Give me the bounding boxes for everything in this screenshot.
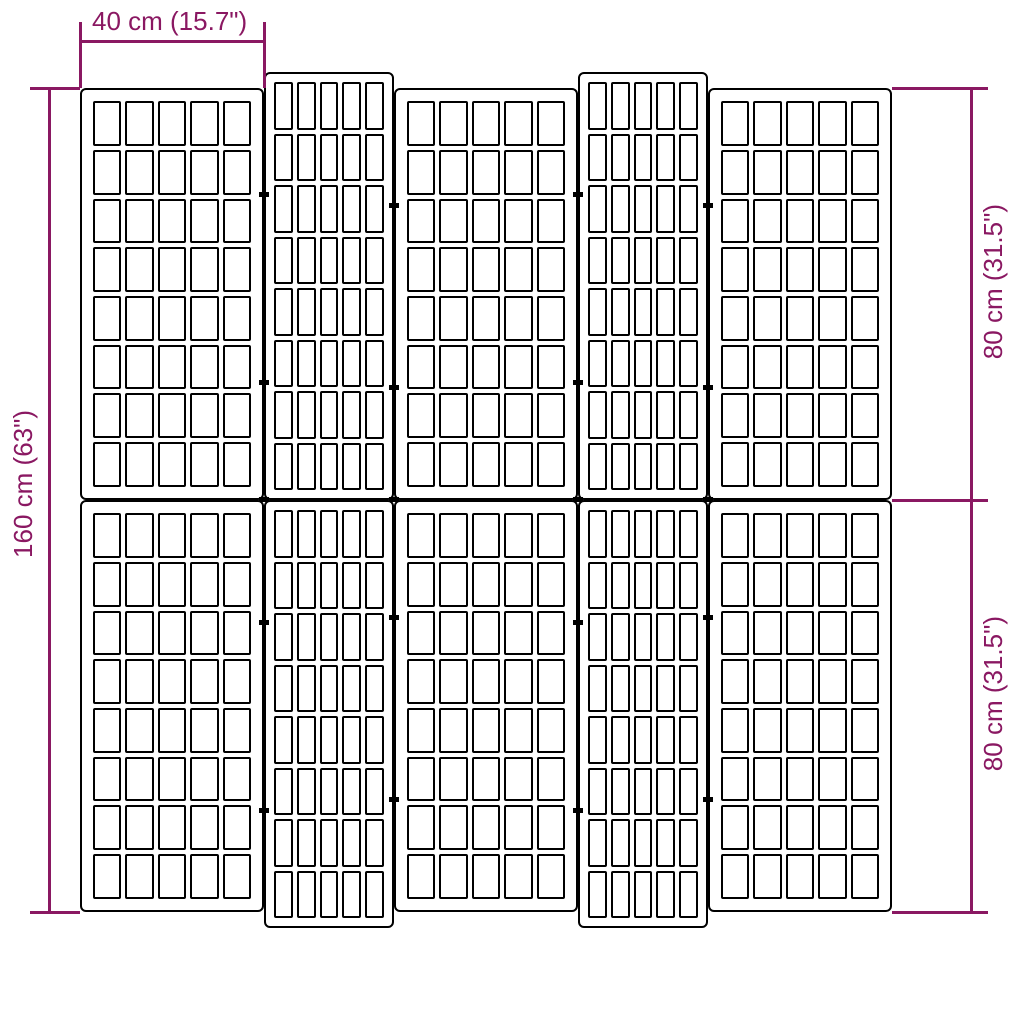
hinge-icon [259,380,269,385]
hinge-icon [573,620,583,625]
hinge-icon [259,192,269,197]
half-height-upper-label: 80 cm (31.5") [978,204,1009,359]
panel-upper [264,72,394,500]
dimension-line [48,88,51,912]
hinge-icon [703,615,713,620]
panel-lower [394,500,578,912]
panel-upper [394,88,578,500]
width-label: 40 cm (15.7") [92,6,247,37]
panel-upper [578,72,708,500]
hinge-icon [573,192,583,197]
hinge-icon [703,385,713,390]
hinge-icon [259,808,269,813]
height-label: 160 cm (63") [8,410,39,558]
hinge-icon [259,497,269,502]
dimension-line [80,40,264,43]
hinge-icon [573,808,583,813]
hinge-icon [389,797,399,802]
panel-lower [80,500,264,912]
hinge-icon [703,497,713,502]
hinge-icon [389,497,399,502]
dimension-line [970,88,973,500]
hinge-icon [259,620,269,625]
dimension-line [970,500,973,912]
half-height-lower-label: 80 cm (31.5") [978,616,1009,771]
panel-lower [708,500,892,912]
panel-lower [578,500,708,928]
hinge-icon [389,385,399,390]
hinge-icon [703,203,713,208]
hinge-icon [389,615,399,620]
hinge-icon [573,380,583,385]
diagram-stage: 40 cm (15.7") 160 cm (63") 80 cm (31.5") 80… [0,0,1024,1024]
hinge-icon [389,203,399,208]
panel-lower [264,500,394,928]
panel-upper [708,88,892,500]
hinge-icon [573,497,583,502]
hinge-icon [703,797,713,802]
panel-upper [80,88,264,500]
